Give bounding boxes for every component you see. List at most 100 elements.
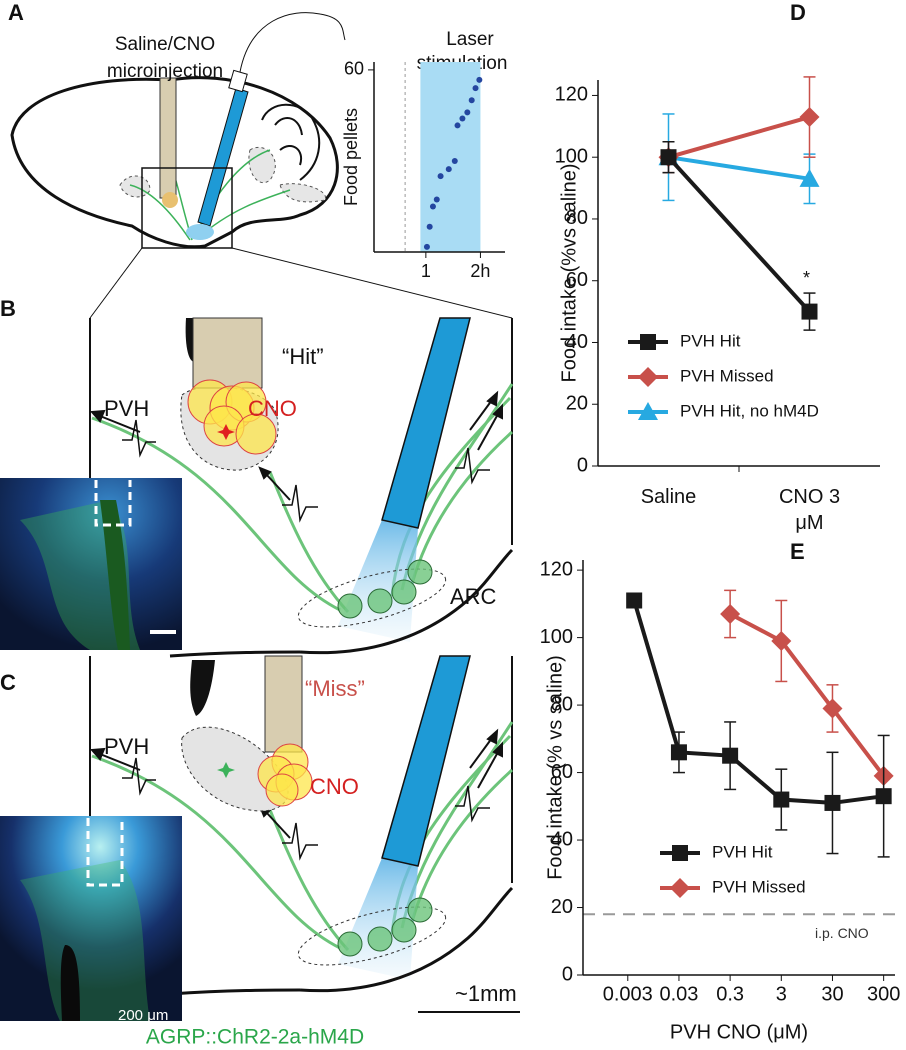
cno-spread	[257, 743, 313, 807]
y-axis-label: Food pellets	[341, 108, 361, 206]
y-axis-label: Food intake (%vs saline)	[558, 164, 580, 383]
cerebellum	[261, 103, 321, 181]
annotation: PVH	[104, 396, 149, 421]
zoom-line	[231, 247, 513, 319]
annotation: PVH	[104, 734, 149, 759]
y-tick-label: 0	[562, 963, 573, 985]
y-tick-label: 60	[344, 59, 364, 79]
data-point	[445, 166, 452, 173]
micrograph-tract	[60, 945, 80, 1021]
x-tick-label: 0.003	[603, 983, 653, 1005]
x-tick-label: 0.3	[716, 983, 744, 1005]
data-point	[437, 173, 444, 180]
cannula	[264, 655, 303, 753]
data-point	[451, 157, 458, 164]
marker	[771, 630, 792, 651]
y-tick-label: 120	[540, 558, 573, 580]
data-point	[468, 97, 475, 104]
x-tick-label: Saline	[640, 486, 697, 508]
data-point	[472, 85, 479, 92]
data-point	[464, 109, 471, 116]
cno-spread	[187, 379, 277, 455]
marker	[626, 592, 643, 609]
legend-label: PVH Missed	[680, 366, 774, 385]
fiber-cable	[239, 12, 346, 73]
x-tick-label: 0.03	[659, 983, 698, 1005]
series-line	[667, 155, 811, 313]
series-line	[668, 155, 810, 181]
legend-label: PVH Hit	[680, 331, 741, 350]
panel-label: A	[8, 0, 24, 25]
y-tick-label: 60	[566, 269, 588, 291]
data-point	[426, 223, 433, 230]
annotation: microinjection	[107, 61, 223, 82]
marker	[722, 747, 739, 764]
series-line	[632, 599, 884, 805]
injection-site	[162, 192, 178, 208]
annotation: Laser	[446, 29, 494, 50]
marker	[875, 788, 892, 805]
micrograph	[0, 816, 182, 1021]
annotation: ~1mm	[455, 981, 517, 1006]
marker	[824, 794, 841, 811]
marker	[638, 402, 658, 420]
y-tick-label: 80	[551, 693, 573, 715]
marker	[672, 845, 688, 861]
annotation: ARC	[450, 584, 497, 609]
annotation: Saline/CNO	[115, 34, 215, 55]
neuron-marker	[217, 762, 235, 778]
significance: *	[803, 268, 810, 288]
annotation: “Hit”	[282, 344, 324, 369]
data-point	[429, 203, 436, 210]
data-point	[423, 243, 430, 250]
micrograph-tract	[100, 500, 130, 650]
panel-label: E	[790, 539, 805, 564]
marker	[640, 334, 656, 350]
marker	[670, 744, 687, 761]
y-tick-label: 100	[540, 626, 573, 648]
y-tick-label: 80	[566, 207, 588, 229]
annotation: 200 μm	[118, 1007, 168, 1024]
y-tick-label: 20	[551, 896, 573, 918]
reference-label: i.p. CNO	[815, 925, 869, 941]
x-tick-label: 2h	[470, 261, 490, 281]
y-tick-label: 60	[551, 761, 573, 783]
cannula-outline	[86, 818, 124, 887]
zoom-box	[141, 167, 233, 249]
genotype-label: AGRP::ChR2-2a-hM4D	[146, 1026, 364, 1049]
y-tick-label: 40	[566, 331, 588, 353]
optic-fiber	[197, 87, 249, 227]
shaded-region	[420, 62, 481, 252]
marker	[799, 107, 820, 128]
panel-label: B	[0, 296, 16, 321]
panel-label: C	[0, 670, 16, 695]
light-spot	[186, 224, 214, 240]
marker	[773, 791, 790, 808]
micrograph-signal	[20, 860, 150, 1021]
ventricle	[190, 660, 215, 716]
data-point	[454, 122, 461, 129]
marker	[822, 698, 843, 719]
x-tick-label: 3	[776, 983, 787, 1005]
y-tick-label: 120	[555, 84, 588, 106]
y-tick-label: 20	[566, 393, 588, 415]
series-line	[729, 612, 886, 778]
annotation: “Miss”	[305, 676, 365, 701]
marker	[670, 878, 690, 898]
y-axis-label: Food intake (% vs saline)	[544, 655, 566, 880]
x-tick-label: 30	[821, 983, 843, 1005]
legend-label: PVH Hit, no hM4D	[680, 401, 819, 420]
annotation: CNO	[248, 396, 297, 421]
data-point	[476, 76, 483, 83]
marker	[638, 367, 658, 387]
micrograph	[0, 478, 182, 650]
panel-label: D	[790, 0, 806, 25]
zoom-line	[89, 247, 143, 319]
y-tick-label: 40	[551, 828, 573, 850]
y-tick-label: 100	[555, 145, 588, 167]
legend-label: PVH Hit	[712, 842, 773, 861]
data-point	[459, 115, 466, 122]
legend-label: PVH Missed	[712, 877, 806, 896]
